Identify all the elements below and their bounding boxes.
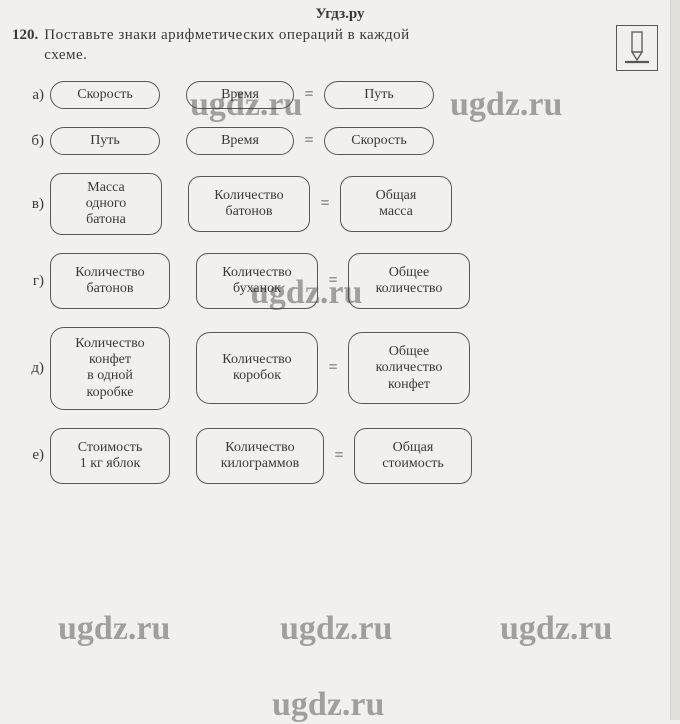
box-left: Стоимость1 кг яблок <box>50 428 170 484</box>
task-text-line2: схеме. <box>44 47 87 63</box>
task-statement: 120. Поставьте знаки арифметических опер… <box>0 25 680 71</box>
box-mid: Время <box>186 127 294 155</box>
task-text-line1: Поставьте знаки арифметических операций … <box>44 27 409 43</box>
box-left: Количествобатонов <box>50 253 170 309</box>
equals-sign: = <box>310 195 340 213</box>
scheme-label: б) <box>16 133 50 150</box>
task-number: 120. <box>12 25 38 46</box>
scheme-c: в) Массаодногобатона Количествобатонов =… <box>16 173 664 235</box>
scheme-d: г) Количествобатонов Количествобуханок =… <box>16 253 664 309</box>
watermark: ugdz.ru <box>58 610 170 648</box>
equals-sign: = <box>324 447 354 465</box>
scheme-f: е) Стоимость1 кг яблок Количествокилогра… <box>16 428 664 484</box>
box-mid: Количествокилограммов <box>196 428 324 484</box>
pencil-icon <box>623 30 651 66</box>
box-mid: Количествобуханок <box>196 253 318 309</box>
box-left: Скорость <box>50 81 160 109</box>
scheme-label: в) <box>16 196 50 213</box>
equals-sign: = <box>318 359 348 377</box>
box-mid: Количествокоробок <box>196 332 318 404</box>
box-right: Скорость <box>324 127 434 155</box>
scheme-label: г) <box>16 273 50 290</box>
box-left: Массаодногобатона <box>50 173 162 235</box>
scheme-a: а) Скорость Время = Путь <box>16 81 664 109</box>
watermark: ugdz.ru <box>280 610 392 648</box>
pencil-icon-box <box>616 25 658 71</box>
scheme-label: е) <box>16 447 50 464</box>
box-right: Общаястоимость <box>354 428 472 484</box>
box-right: Путь <box>324 81 434 109</box>
equals-sign: = <box>294 86 324 104</box>
scheme-e: д) Количествоконфетв однойкоробке Количе… <box>16 327 664 409</box>
box-left: Количествоконфетв однойкоробке <box>50 327 170 409</box>
watermark: ugdz.ru <box>500 610 612 648</box>
page-edge-strip <box>670 0 680 720</box>
box-mid: Количествобатонов <box>188 176 310 232</box>
box-right: Общееколичествоконфет <box>348 332 470 404</box>
box-mid: Время <box>186 81 294 109</box>
scheme-label: а) <box>16 87 50 104</box>
scheme-label: д) <box>16 360 50 377</box>
equals-sign: = <box>294 132 324 150</box>
schemes-container: а) Скорость Время = Путь б) Путь Время =… <box>0 81 680 484</box>
box-left: Путь <box>50 127 160 155</box>
equals-sign: = <box>318 272 348 290</box>
box-right: Общаямасса <box>340 176 452 232</box>
box-right: Общееколичество <box>348 253 470 309</box>
task-text: Поставьте знаки арифметических операций … <box>44 25 608 66</box>
site-header: Угдз.ру <box>0 0 680 25</box>
scheme-b: б) Путь Время = Скорость <box>16 127 664 155</box>
watermark: ugdz.ru <box>272 686 384 724</box>
